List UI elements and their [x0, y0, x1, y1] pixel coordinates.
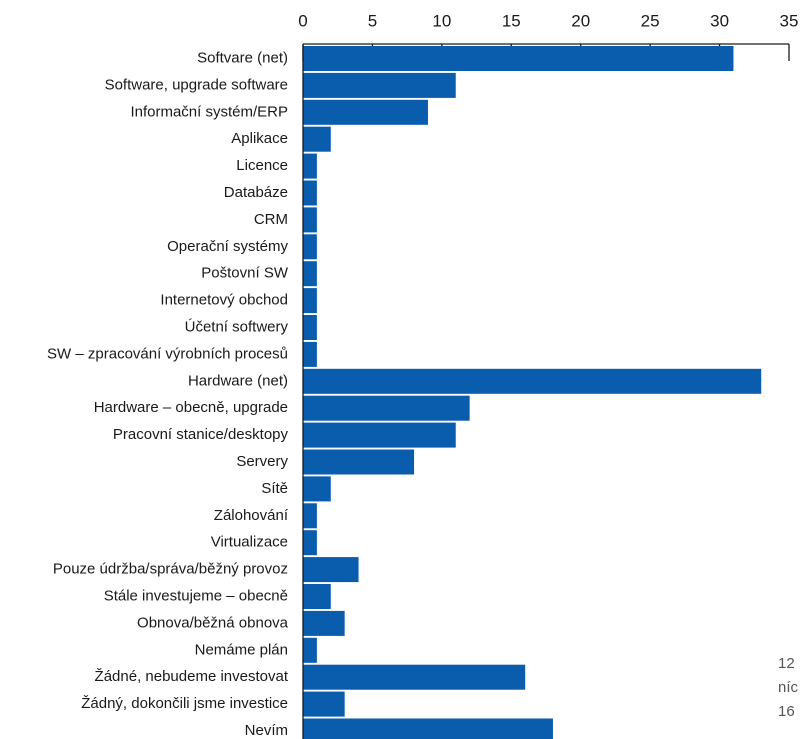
- bar: [303, 126, 331, 152]
- y-tick-label: Pouze údržba/správa/běžný provoz: [53, 561, 288, 578]
- y-tick-label: Obnova/běžná obnova: [137, 614, 289, 631]
- bar: [303, 234, 317, 260]
- bar: [303, 99, 428, 125]
- y-tick-label: Nevím: [245, 722, 288, 739]
- x-tick-label: 35: [780, 11, 799, 30]
- x-tick-label: 5: [368, 11, 377, 30]
- y-tick-label: Databáze: [224, 184, 288, 201]
- y-tick-label: Servery: [236, 453, 288, 470]
- bar: [303, 153, 317, 179]
- x-tick-label: 20: [571, 11, 590, 30]
- bar: [303, 288, 317, 314]
- y-tick-label: Žádný, dokončili jsme investice: [81, 695, 288, 712]
- y-tick-label: Pracovní stanice/desktopy: [113, 426, 289, 443]
- annotation: 16: [778, 703, 795, 720]
- x-tick-label: 15: [502, 11, 521, 30]
- y-tick-label: Žádné, nebudeme investovat: [95, 668, 289, 685]
- bar: [303, 503, 317, 529]
- bar: [303, 368, 762, 394]
- y-tick-label: Stále investujeme – obecně: [104, 587, 288, 604]
- y-tick-label: Internetový obchod: [160, 292, 288, 309]
- y-tick-label: Hardware (net): [188, 372, 288, 389]
- bar: [303, 180, 317, 206]
- bar: [303, 637, 317, 663]
- y-tick-label: Operační systémy: [167, 238, 288, 255]
- y-tick-label: Licence: [236, 157, 288, 174]
- bar: [303, 557, 359, 583]
- bar: [303, 46, 734, 71]
- y-tick-label: Aplikace: [231, 130, 288, 147]
- y-tick-label: Účetní softwery: [185, 318, 289, 335]
- bar: [303, 422, 456, 448]
- bar: [303, 610, 345, 636]
- bar: [303, 315, 317, 340]
- x-tick-label: 0: [298, 11, 307, 30]
- y-tick-label: Virtualizace: [211, 534, 288, 551]
- x-tick-label: 25: [641, 11, 660, 30]
- bar: [303, 718, 553, 739]
- bar: [303, 72, 456, 98]
- y-tick-label: Informační systém/ERP: [130, 103, 288, 120]
- bar: [303, 530, 317, 556]
- bar: [303, 476, 331, 502]
- bar: [303, 261, 317, 287]
- y-tick-label: Sítě: [261, 480, 288, 497]
- x-tick-label: 10: [432, 11, 451, 30]
- y-tick-label: CRM: [254, 211, 288, 228]
- bar: [303, 449, 415, 475]
- y-tick-label: Poštovní SW: [201, 265, 289, 282]
- annotation: níc: [778, 679, 799, 696]
- bar: [303, 207, 317, 233]
- x-tick-label: 30: [710, 11, 729, 30]
- y-tick-label: Zálohování: [214, 507, 289, 524]
- annotation: 12: [778, 655, 795, 672]
- bar: [303, 341, 317, 367]
- y-tick-label: Software, upgrade software: [105, 76, 288, 93]
- y-tick-label: Nemáme plán: [195, 641, 288, 658]
- y-tick-label: Softvare (net): [197, 49, 288, 66]
- y-tick-label: Hardware – obecně, upgrade: [94, 399, 288, 416]
- y-tick-label: SW – zpracování výrobních procesů: [47, 345, 288, 362]
- bar: [303, 664, 526, 690]
- bar: [303, 584, 331, 609]
- bar: [303, 395, 470, 421]
- bar: [303, 691, 345, 717]
